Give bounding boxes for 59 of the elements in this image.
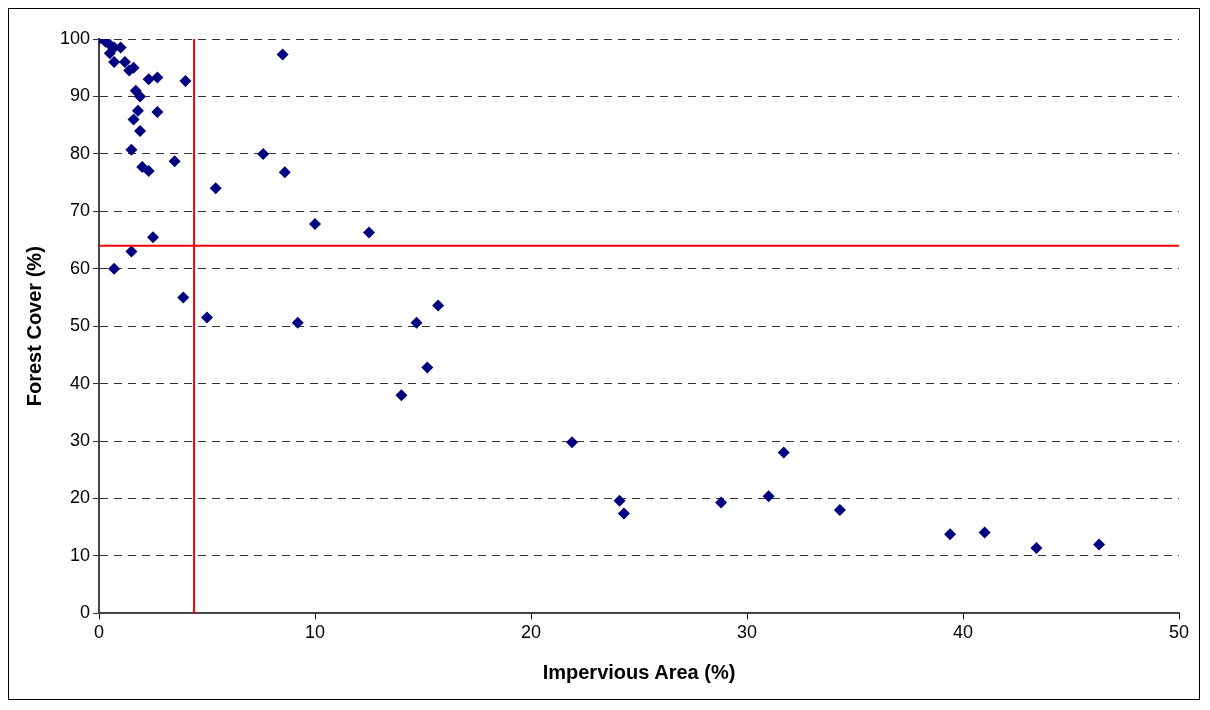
point [177, 291, 190, 304]
point [833, 504, 846, 517]
point [617, 507, 630, 520]
point [1093, 538, 1106, 551]
x-tick-label: 10 [305, 622, 326, 643]
y-tick-label: 20 [70, 487, 91, 508]
point [108, 55, 121, 68]
point [131, 104, 144, 117]
point [201, 311, 214, 324]
x-tick-label: 40 [952, 622, 974, 643]
x-tick-label: 50 [1168, 622, 1190, 643]
y-tick-label: 10 [70, 544, 91, 565]
x-tick-label: 30 [737, 622, 758, 643]
point [395, 389, 408, 402]
y-tick-label: 40 [70, 372, 91, 393]
point [309, 217, 322, 230]
y-tick-label: 80 [70, 142, 91, 163]
point [291, 316, 304, 329]
y-tick-label: 70 [70, 200, 91, 221]
y-tick-label: 0 [80, 602, 91, 623]
point [566, 436, 579, 449]
y-axis-title: Forest Cover (%) [22, 246, 45, 407]
y-tick-label: 30 [70, 430, 91, 451]
point [118, 55, 131, 68]
point [363, 226, 376, 239]
point [134, 124, 147, 137]
point [944, 528, 957, 541]
point [151, 105, 164, 118]
point [777, 446, 790, 459]
point [151, 71, 164, 84]
point [127, 113, 140, 126]
y-tick-label: 60 [70, 257, 91, 278]
point [278, 166, 291, 179]
point [168, 155, 181, 168]
point [421, 361, 434, 374]
x-axis-title: Impervious Area (%) [542, 660, 736, 683]
point [432, 299, 445, 312]
point [125, 245, 138, 258]
point [147, 231, 160, 244]
point [142, 165, 155, 178]
x-tick-label: 0 [94, 622, 105, 643]
point [762, 490, 775, 503]
point [134, 90, 147, 103]
y-tick-label: 100 [59, 27, 91, 48]
point [142, 73, 155, 86]
x-tick-label: 20 [521, 622, 542, 643]
point [613, 494, 626, 507]
y-tick-label: 50 [70, 315, 91, 336]
point [108, 262, 121, 275]
point [276, 48, 289, 61]
point [410, 316, 423, 329]
point [715, 496, 728, 509]
point [209, 182, 222, 195]
point [125, 143, 138, 156]
point [179, 74, 192, 87]
point [257, 147, 270, 160]
point [1030, 541, 1043, 554]
y-tick-label: 90 [70, 85, 91, 106]
point [978, 526, 991, 539]
